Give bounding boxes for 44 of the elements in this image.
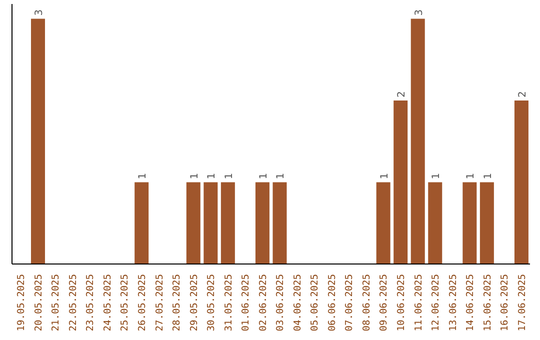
x-tick-label: 05.06.2025 [310, 274, 321, 332]
data-label: 1 [258, 172, 270, 180]
x-tick-label: 07.06.2025 [344, 274, 356, 332]
x-tick-label: 19.05.2025 [16, 274, 28, 332]
x-tick-label: 31.05.2025 [223, 274, 234, 332]
x-tick-label: 13.06.2025 [448, 274, 459, 332]
data-label: 1 [224, 172, 235, 180]
x-tick-label: 26.05.2025 [137, 274, 148, 332]
data-label: 1 [379, 172, 390, 180]
x-tick-label: 06.06.2025 [326, 274, 338, 332]
x-tick-label: 20.05.2025 [33, 274, 44, 332]
x-tick-label: 08.06.2025 [361, 274, 372, 332]
data-label: 1 [138, 172, 149, 180]
data-label: 1 [482, 172, 494, 180]
x-tick-label: 17.06.2025 [516, 274, 528, 332]
data-label: 2 [517, 91, 528, 98]
data-label: 3 [414, 9, 425, 16]
data-label: 1 [276, 172, 287, 180]
x-tick-label: 15.06.2025 [482, 274, 494, 332]
data-label: 2 [396, 91, 408, 98]
data-label: 1 [206, 172, 218, 180]
x-tick-label: 21.05.2025 [50, 274, 62, 332]
x-tick-label: 12.06.2025 [430, 274, 442, 332]
x-tick-label: 04.06.2025 [292, 274, 304, 332]
x-tick-label: 27.05.2025 [154, 274, 166, 332]
x-tick-label: 16.06.2025 [500, 274, 511, 332]
data-label: 1 [189, 172, 200, 180]
x-tick-label: 14.06.2025 [465, 274, 476, 332]
x-tick-label: 03.06.2025 [275, 274, 286, 332]
x-tick-label: 10.06.2025 [396, 274, 407, 332]
x-tick-label: 24.05.2025 [102, 274, 114, 332]
x-tick-label: 23.05.2025 [85, 274, 96, 332]
x-tick-label: 11.06.2025 [413, 274, 424, 332]
x-tick-label: 25.05.2025 [120, 274, 131, 332]
x-tick-label: 02.06.2025 [258, 274, 269, 332]
x-tick-label: 22.05.2025 [68, 274, 79, 332]
data-label: 1 [431, 172, 442, 180]
x-tick-label: 01.06.2025 [240, 274, 252, 332]
x-tick-label: 29.05.2025 [188, 274, 200, 332]
x-tick-label: 09.06.2025 [378, 274, 390, 332]
x-tick-label: 30.05.2025 [206, 274, 218, 332]
x-tick-label: 28.05.2025 [172, 274, 183, 332]
data-label: 3 [34, 9, 45, 16]
data-label: 1 [466, 172, 477, 180]
